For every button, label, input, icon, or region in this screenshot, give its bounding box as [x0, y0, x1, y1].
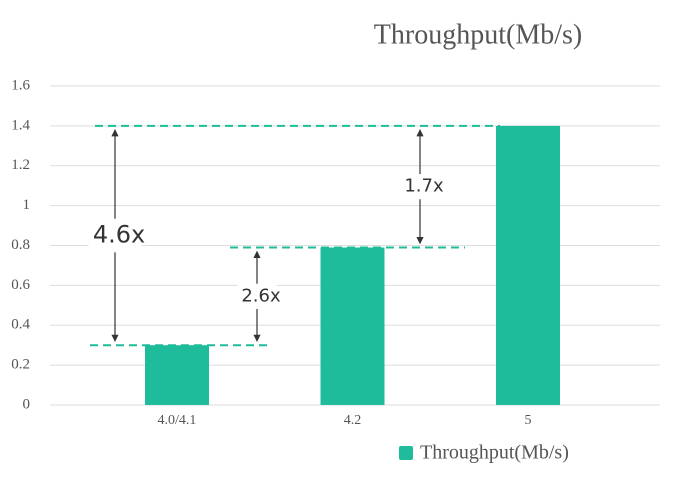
chart-title: Throughput(Mb/s) [374, 19, 582, 50]
y-tick-label: 1.4 [11, 117, 30, 133]
legend-label: Throughput(Mb/s) [420, 442, 569, 464]
x-tick-label: 5 [525, 413, 532, 428]
bar [320, 247, 385, 405]
y-tick-label: 1.2 [11, 157, 30, 173]
y-tick-label: 0.4 [11, 317, 30, 333]
bar [496, 125, 560, 405]
annotation: 4.6x [93, 221, 145, 249]
annotation-bg [88, 218, 142, 253]
y-tick-label: 1 [23, 197, 31, 213]
x-tick-label: 4.0/4.1 [158, 413, 197, 428]
x-tick-label: 4.2 [344, 413, 362, 428]
annotation-bg [237, 283, 277, 309]
legend-swatch [399, 446, 413, 460]
y-tick-label: 0.8 [11, 237, 30, 253]
y-tick-label: 0 [23, 396, 31, 412]
y-tick-label: 0.2 [11, 357, 30, 373]
y-tick-label: 0.6 [11, 277, 30, 293]
bar [145, 345, 209, 405]
annotation: 1.7x [404, 176, 444, 197]
y-tick-label: 1.6 [11, 77, 30, 93]
annotation: 2.6x [241, 285, 281, 306]
annotation-bg [400, 174, 440, 200]
